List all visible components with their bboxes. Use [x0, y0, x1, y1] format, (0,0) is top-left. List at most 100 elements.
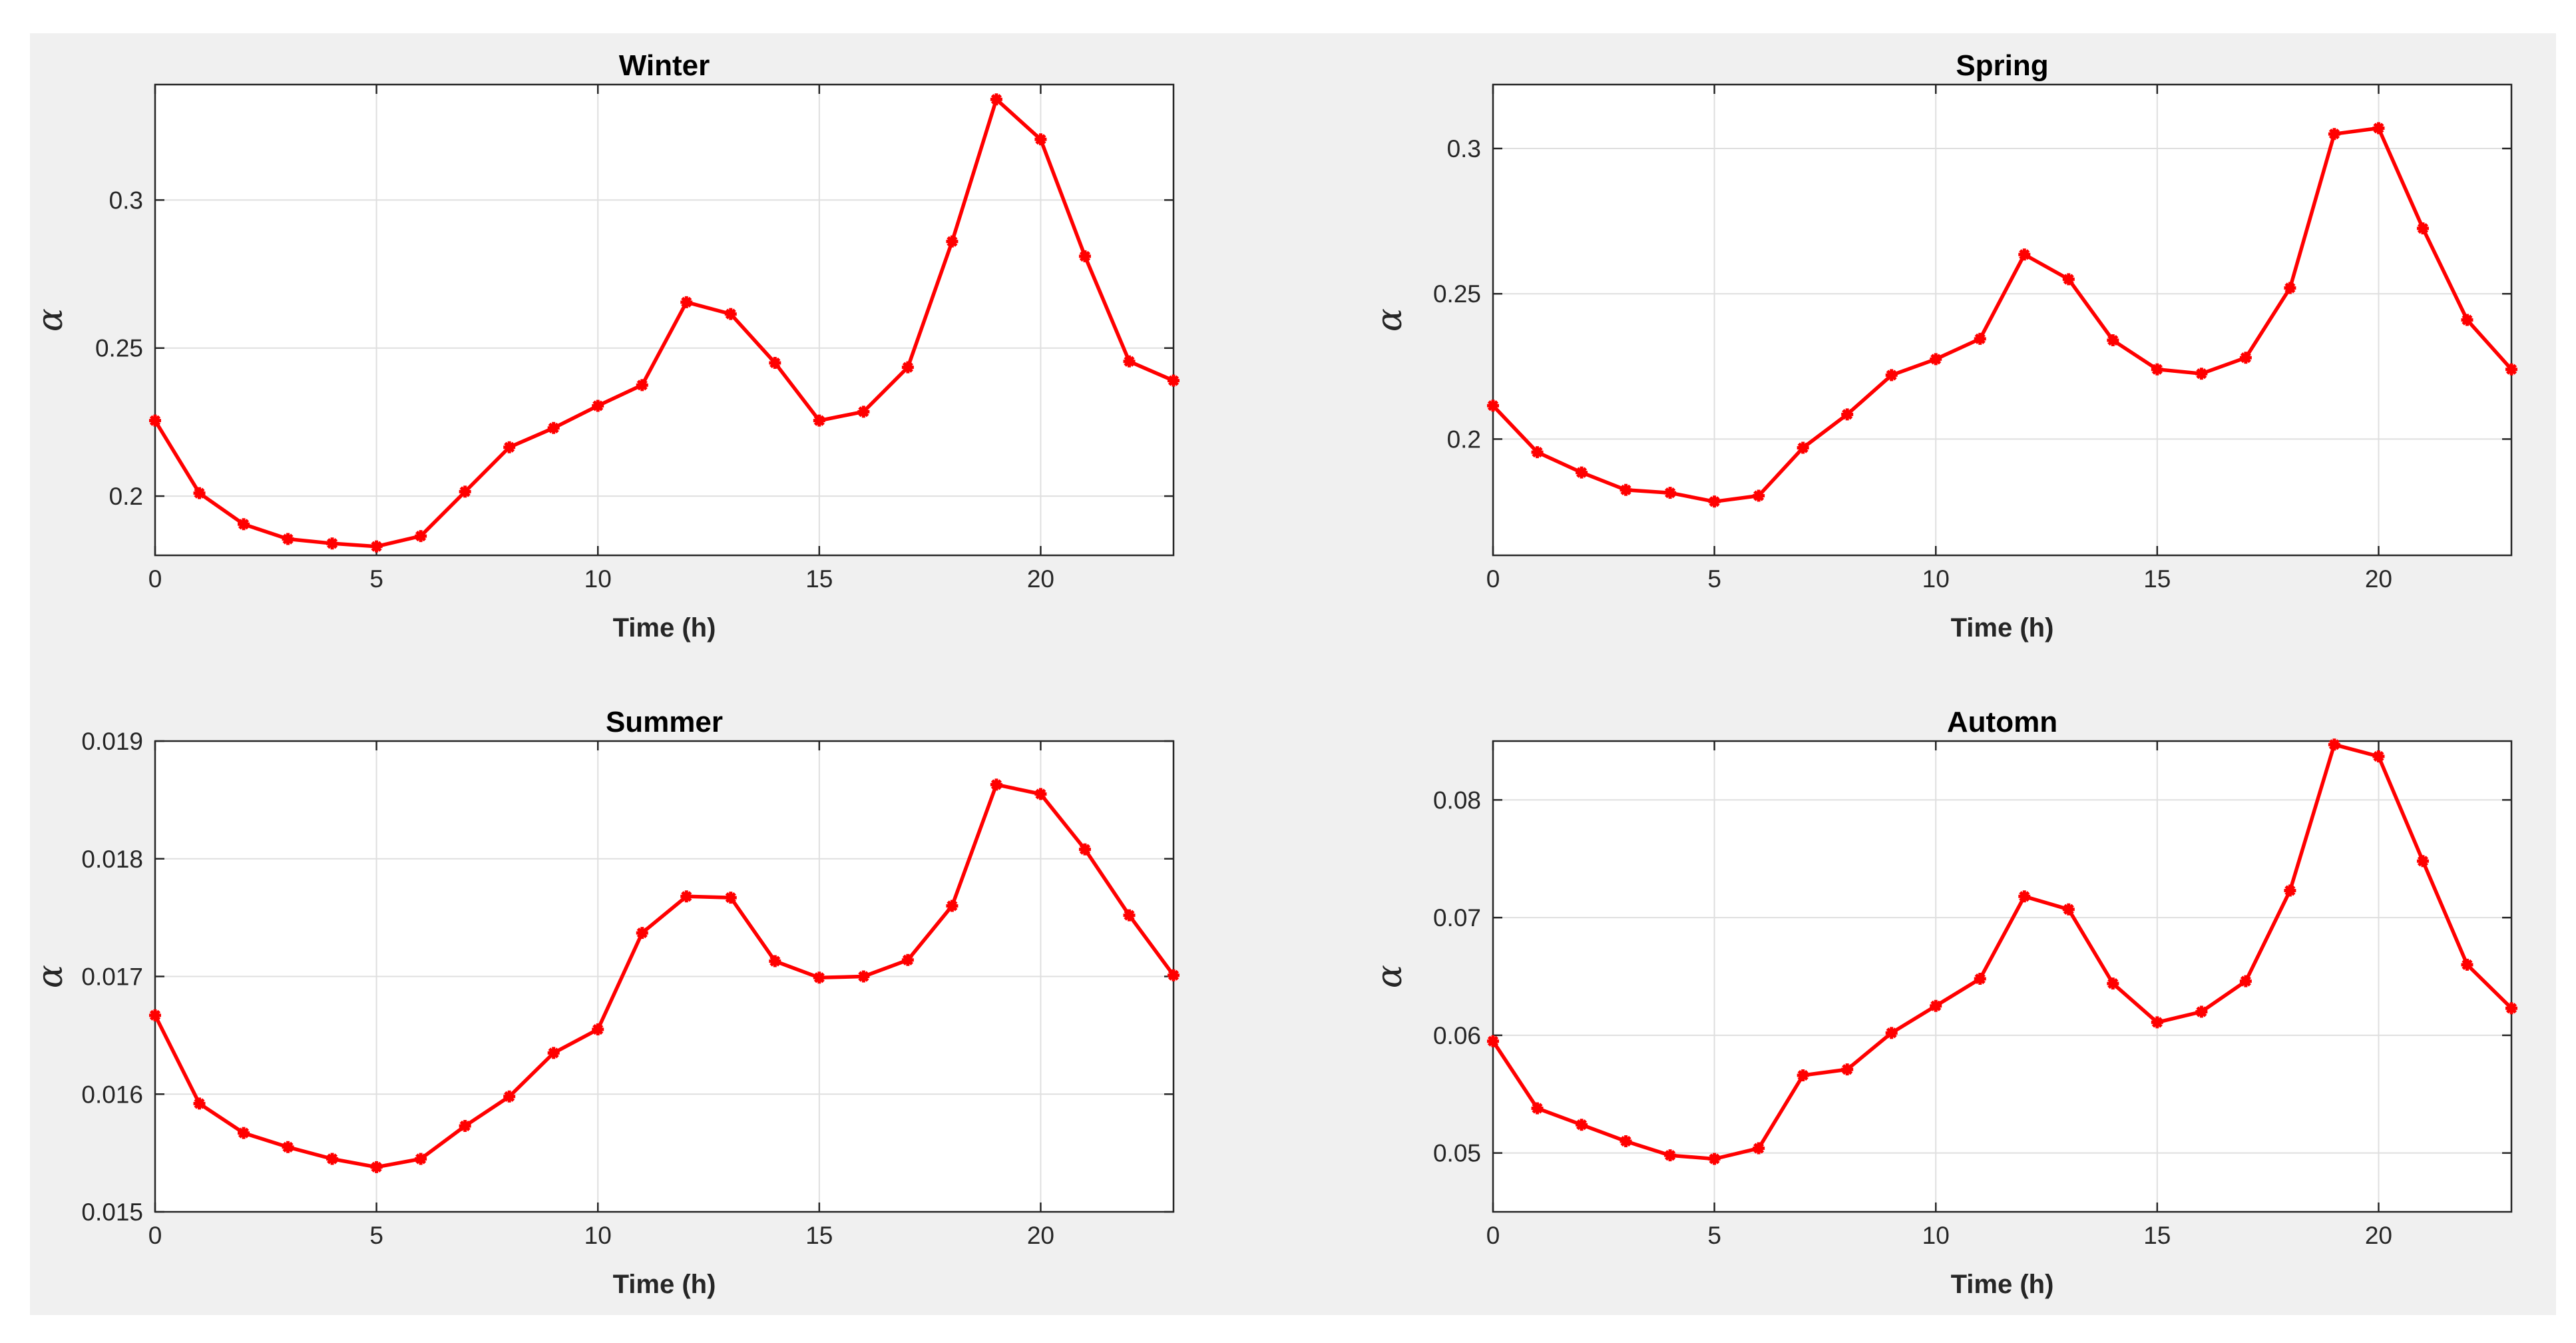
data-point	[594, 402, 602, 410]
x-tick-label: 20	[2365, 1222, 2392, 1249]
series-line	[153, 782, 1176, 1169]
x-axis-label: Time (h)	[1951, 613, 2054, 643]
x-tick-label: 10	[584, 565, 612, 593]
data-point	[1843, 1065, 1852, 1074]
data-point	[726, 310, 735, 318]
data-point	[2241, 977, 2250, 985]
data-point	[859, 407, 868, 416]
x-tick-label: 15	[2143, 565, 2171, 593]
data-point	[240, 1129, 248, 1137]
x-tick-label: 0	[1486, 565, 1500, 593]
data-point	[1621, 1137, 1630, 1145]
data-point	[2507, 365, 2515, 374]
y-axis-label: α	[31, 965, 71, 988]
data-point	[1080, 252, 1089, 260]
plot-title: Automn	[1947, 706, 2057, 738]
axes-box	[1492, 740, 2513, 1213]
data-point	[1621, 485, 1630, 494]
data-point	[682, 298, 691, 306]
plot-title: Winter	[619, 49, 710, 82]
data-point	[771, 358, 779, 367]
data-point	[992, 95, 1000, 104]
y-tick-label: 0.06	[1433, 1022, 1481, 1049]
y-tick-label: 0.25	[95, 335, 143, 362]
data-point	[771, 957, 779, 965]
data-point	[2064, 905, 2073, 914]
data-point	[2109, 979, 2117, 988]
x-tick-label: 10	[584, 1222, 612, 1249]
data-point	[2286, 284, 2294, 292]
y-tick-label: 0.05	[1433, 1140, 1481, 1167]
data-point	[1755, 491, 1763, 500]
data-point	[638, 929, 646, 938]
data-point	[2330, 130, 2338, 138]
data-point	[195, 489, 204, 497]
data-point	[1887, 371, 1896, 380]
data-point	[2418, 224, 2427, 233]
data-point	[1125, 357, 1134, 366]
data-point	[1887, 1029, 1896, 1037]
data-point	[1036, 790, 1045, 798]
y-tick-label: 0.017	[81, 963, 143, 991]
data-point	[2153, 365, 2161, 374]
plot-title: Spring	[1956, 49, 2048, 82]
data-point	[2153, 1018, 2161, 1027]
data-point	[1710, 1155, 1719, 1163]
axes-box	[154, 83, 1175, 557]
y-tick-label: 0.3	[1447, 135, 1481, 162]
data-point	[372, 542, 381, 551]
y-tick-label: 0.3	[109, 186, 143, 214]
x-axis-label: Time (h)	[1951, 1270, 2054, 1299]
data-point	[1976, 975, 1984, 983]
data-point	[461, 1121, 469, 1130]
data-point	[1125, 911, 1134, 920]
data-point	[505, 1092, 514, 1101]
data-point	[815, 416, 823, 425]
data-point	[2286, 886, 2294, 895]
plot-title: Summer	[606, 706, 723, 738]
y-tick-label: 0.2	[109, 483, 143, 510]
data-point	[1799, 1071, 1807, 1079]
data-point	[903, 955, 912, 964]
data-point	[1080, 845, 1089, 854]
x-tick-label: 5	[369, 1222, 383, 1249]
data-point	[2418, 857, 2427, 866]
data-point	[417, 1155, 425, 1163]
data-point	[1932, 1001, 1940, 1010]
data-point	[1170, 971, 1178, 979]
data-point	[903, 363, 912, 372]
data-point	[240, 520, 248, 529]
data-point	[284, 535, 292, 543]
data-point	[1666, 489, 1675, 497]
data-point	[2197, 1007, 2206, 1016]
data-point	[549, 1049, 558, 1057]
y-tick-label: 0.25	[1433, 280, 1481, 308]
x-tick-label: 5	[369, 565, 383, 593]
y-tick-label: 0.019	[81, 728, 143, 755]
data-point	[726, 894, 735, 902]
data-point	[992, 780, 1000, 789]
data-point	[549, 423, 558, 432]
data-point	[151, 416, 159, 425]
x-tick-label: 0	[148, 565, 162, 593]
data-point	[594, 1025, 602, 1034]
x-axis-label: Time (h)	[613, 613, 716, 643]
x-tick-label: 5	[1707, 565, 1721, 593]
data-point	[505, 443, 514, 451]
data-point	[2374, 124, 2383, 133]
data-point	[461, 487, 469, 496]
axes-box	[1492, 83, 2513, 557]
series-line	[1492, 126, 2513, 504]
subplot-automn: 0 5 10 15 20 0.05 0.06 0.07 0.08 Automn Time (h) α	[1370, 706, 2517, 1299]
data-point	[1799, 443, 1807, 452]
data-point	[1932, 355, 1940, 364]
data-point	[1666, 1151, 1675, 1160]
subplot-summer: 0 5 10 15 20 0.015 0.016 0.017 0.018 0.019 Summer T…	[31, 706, 1180, 1299]
x-tick-label: 0	[148, 1222, 162, 1249]
x-tick-label: 10	[1922, 1222, 1950, 1249]
plot-area	[1493, 85, 2511, 555]
data-point	[859, 972, 868, 981]
data-point	[948, 237, 957, 246]
data-point	[2020, 250, 2029, 259]
data-point	[2507, 1004, 2515, 1013]
